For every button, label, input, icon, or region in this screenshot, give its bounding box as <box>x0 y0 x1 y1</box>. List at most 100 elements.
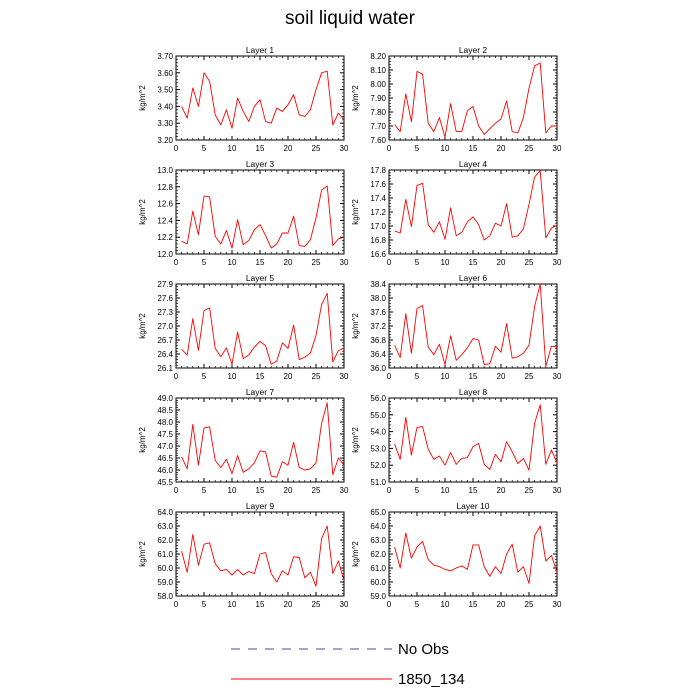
x-tick-label: 0 <box>174 486 179 495</box>
panel-title: Layer 2 <box>459 45 488 55</box>
y-tick-label: 17.8 <box>370 166 386 175</box>
y-tick-label: 61.0 <box>157 550 173 559</box>
series-line <box>394 170 558 241</box>
x-tick-label: 0 <box>387 258 392 267</box>
y-tick-label: 37.2 <box>370 322 386 331</box>
x-tick-label: 5 <box>202 486 207 495</box>
y-axis-label: kg/m^2 <box>138 85 147 111</box>
y-tick-label: 45.5 <box>157 478 173 487</box>
y-tick-label: 48.0 <box>157 418 173 427</box>
y-axis-label: kg/m^2 <box>138 541 147 567</box>
y-tick-label: 56.0 <box>370 394 386 403</box>
panel-title: Layer 1 <box>246 45 275 55</box>
panel-layer-9: Layer 9 kg/m^2 0 5 10 15 20 25 30 58.0 59.0 60.0 61.… <box>138 501 349 609</box>
x-tick-label: 5 <box>415 144 420 153</box>
y-tick-label: 26.1 <box>157 364 173 373</box>
x-tick-label: 30 <box>340 600 349 609</box>
x-tick-label: 30 <box>340 258 349 267</box>
x-tick-label: 25 <box>312 600 321 609</box>
x-tick-label: 0 <box>387 600 392 609</box>
x-tick-label: 0 <box>174 372 179 381</box>
y-tick-label: 3.20 <box>157 136 173 145</box>
y-tick-label: 7.90 <box>370 94 386 103</box>
panel-layer-3: Layer 3 kg/m^2 0 5 10 15 20 25 30 12.0 12.2 12.4 12.… <box>138 159 349 267</box>
y-tick-label: 16.8 <box>370 236 386 245</box>
y-tick-label: 59.0 <box>370 592 386 601</box>
series-line <box>394 62 557 138</box>
y-tick-label: 61.0 <box>370 564 386 573</box>
page-title: soil liquid water <box>285 8 415 29</box>
y-axis-label: kg/m^2 <box>351 85 360 111</box>
panel-title: Layer 7 <box>246 387 275 397</box>
y-tick-label: 63.0 <box>157 522 173 531</box>
plot-frame <box>388 169 558 255</box>
x-tick-label: 10 <box>441 258 450 267</box>
series-line <box>394 525 558 584</box>
series-line <box>394 404 558 471</box>
x-tick-label: 25 <box>525 486 534 495</box>
y-tick-label: 52.0 <box>370 461 386 470</box>
y-tick-label: 13.0 <box>157 166 173 175</box>
x-tick-label: 20 <box>284 600 293 609</box>
y-tick-label: 38.4 <box>370 280 386 289</box>
y-tick-label: 53.0 <box>370 444 386 453</box>
x-tick-label: 10 <box>441 144 450 153</box>
y-tick-label: 8.20 <box>370 52 386 61</box>
y-tick-label: 47.5 <box>157 430 173 439</box>
plot-frame <box>175 55 345 141</box>
y-tick-label: 36.4 <box>370 350 386 359</box>
y-tick-label: 59.0 <box>157 578 173 587</box>
y-axis-label: kg/m^2 <box>351 427 360 453</box>
y-tick-label: 16.6 <box>370 250 386 259</box>
y-tick-label: 60.0 <box>157 564 173 573</box>
x-tick-label: 20 <box>497 258 506 267</box>
x-tick-label: 10 <box>228 486 237 495</box>
y-tick-label: 27.3 <box>157 308 173 317</box>
y-axis-label: kg/m^2 <box>138 313 147 339</box>
x-tick-label: 0 <box>174 144 179 153</box>
y-tick-label: 49.0 <box>157 394 173 403</box>
y-tick-label: 38.0 <box>370 294 386 303</box>
x-tick-label: 10 <box>228 372 237 381</box>
x-tick-label: 5 <box>202 144 207 153</box>
y-tick-label: 27.0 <box>157 322 173 331</box>
x-tick-label: 20 <box>497 372 506 381</box>
y-tick-label: 51.0 <box>370 478 386 487</box>
y-tick-label: 3.60 <box>157 69 173 78</box>
x-tick-label: 0 <box>387 372 392 381</box>
y-tick-label: 12.4 <box>157 216 173 225</box>
x-tick-label: 25 <box>312 258 321 267</box>
panel-layer-10: Layer 10 kg/m^2 0 5 10 15 20 25 30 59.0 60.0 61.0 62… <box>351 501 562 609</box>
x-tick-label: 5 <box>415 486 420 495</box>
y-tick-label: 3.30 <box>157 119 173 128</box>
x-tick-label: 20 <box>284 258 293 267</box>
x-tick-label: 25 <box>312 486 321 495</box>
x-tick-label: 15 <box>469 600 478 609</box>
y-tick-label: 3.70 <box>157 52 173 61</box>
panel-layer-1: Layer 1 kg/m^2 0 5 10 15 20 25 30 3.20 3.30 3.40 3.5… <box>138 45 349 153</box>
x-tick-label: 25 <box>525 144 534 153</box>
y-tick-label: 46.5 <box>157 454 173 463</box>
y-tick-label: 36.8 <box>370 336 386 345</box>
y-tick-label: 17.6 <box>370 180 386 189</box>
x-tick-label: 5 <box>415 258 420 267</box>
x-tick-label: 0 <box>387 144 392 153</box>
y-tick-label: 8.00 <box>370 80 386 89</box>
x-tick-label: 0 <box>174 600 179 609</box>
x-tick-label: 15 <box>256 486 265 495</box>
x-tick-label: 15 <box>469 486 478 495</box>
panel-title: Layer 9 <box>246 501 275 511</box>
y-tick-label: 64.0 <box>370 522 386 531</box>
plot-frame <box>175 283 345 369</box>
y-tick-label: 27.9 <box>157 280 173 289</box>
y-tick-label: 54.0 <box>370 428 386 437</box>
y-tick-label: 47.0 <box>157 442 173 451</box>
x-tick-label: 5 <box>202 258 207 267</box>
x-tick-label: 20 <box>497 486 506 495</box>
y-axis-label: kg/m^2 <box>351 541 360 567</box>
y-tick-label: 48.5 <box>157 406 173 415</box>
x-tick-label: 30 <box>340 372 349 381</box>
y-tick-label: 46.0 <box>157 466 173 475</box>
x-tick-label: 15 <box>469 144 478 153</box>
y-tick-label: 65.0 <box>370 508 386 517</box>
